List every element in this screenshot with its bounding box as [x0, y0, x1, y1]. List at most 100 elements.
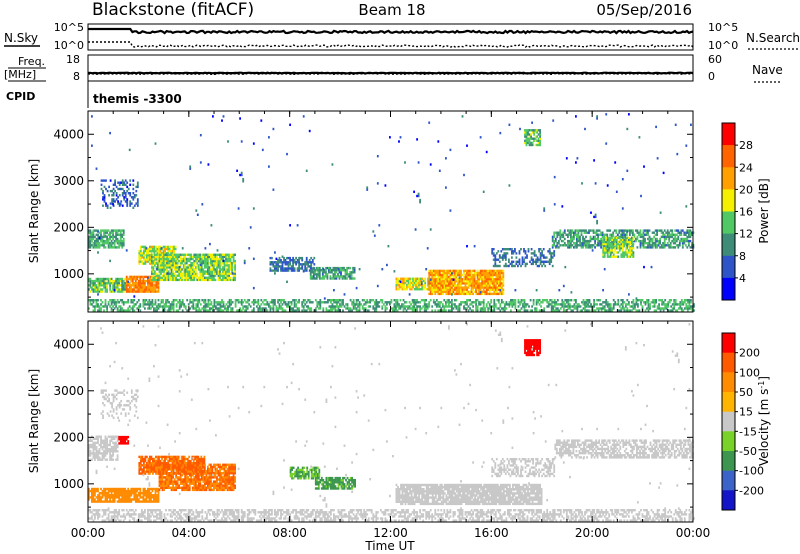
power-cell [181, 272, 184, 275]
power-cell [588, 244, 590, 247]
power-cell [427, 283, 430, 287]
power-cell [485, 284, 488, 287]
power-cell [463, 275, 465, 279]
power-cell [182, 266, 185, 269]
power-cell [612, 236, 615, 239]
power-cell [556, 246, 559, 249]
power-cell [89, 233, 92, 236]
power-cell [228, 299, 231, 302]
power-cell [122, 288, 125, 291]
freq-unit-label: [MHz] [4, 68, 36, 81]
power-cell [524, 256, 527, 259]
power-cell [646, 301, 648, 304]
power-cell [500, 301, 503, 304]
power-cell [505, 303, 508, 306]
power-cell [412, 283, 415, 287]
power-cell [225, 255, 227, 259]
power-cell [207, 262, 209, 265]
power-cell [677, 235, 680, 239]
power-cell [206, 309, 208, 312]
power-cell [552, 119, 555, 122]
power-cell [532, 262, 535, 266]
power-cell [150, 247, 153, 251]
power-cell [308, 269, 311, 272]
power-cell [369, 305, 372, 308]
power-cell [545, 260, 548, 263]
power-cell [446, 292, 449, 296]
power-cell [641, 307, 644, 310]
power-cell [286, 303, 288, 306]
power-cell [513, 301, 515, 304]
power-cell [121, 286, 124, 289]
power-cell [466, 280, 468, 283]
power-cell [343, 275, 345, 278]
power-cell [409, 281, 412, 285]
power-cell [261, 301, 264, 304]
power-cell [541, 254, 544, 257]
power-cell [487, 307, 490, 310]
power-cell [543, 307, 546, 310]
power-cell [500, 292, 503, 296]
power-cell [412, 285, 415, 289]
power-cell [184, 276, 187, 279]
power-cell [331, 299, 334, 302]
power-cell [659, 242, 662, 245]
power-cell [688, 242, 690, 245]
power-cell [548, 250, 551, 253]
power-cell [109, 237, 112, 241]
power-cell [612, 307, 615, 310]
power-cell [119, 235, 122, 239]
power-cell [232, 262, 235, 265]
power-cell [431, 309, 434, 312]
power-cell [491, 275, 494, 279]
power-cell [226, 253, 229, 256]
power-cell [283, 256, 285, 260]
power-cell [416, 299, 419, 302]
power-cell [658, 307, 661, 310]
power-cell [393, 299, 396, 302]
power-cell [305, 263, 308, 266]
power-cell [234, 276, 237, 279]
power-cell [461, 286, 464, 289]
power-cell [127, 187, 130, 191]
power-cell [104, 288, 107, 291]
power-cell [105, 204, 107, 207]
power-cell [337, 268, 340, 271]
power-cell [148, 301, 151, 304]
power-cell [632, 255, 635, 258]
power-cell [361, 299, 364, 302]
power-cell [188, 276, 191, 279]
power-cell [335, 271, 338, 274]
power-cell [493, 292, 496, 296]
power-cell [217, 270, 220, 273]
power-cell [614, 249, 617, 252]
power-cell [681, 229, 684, 232]
power-cell [150, 277, 152, 281]
power-cell [302, 263, 305, 266]
power-cell [464, 301, 467, 304]
power-cell [612, 245, 615, 248]
power-cell [478, 284, 481, 287]
power-cell [125, 282, 128, 285]
power-cell [668, 301, 671, 304]
power-cell [475, 290, 478, 293]
power-cell [122, 231, 125, 234]
power-cell [560, 239, 563, 243]
power-cell [435, 278, 438, 281]
power-cell [229, 278, 232, 282]
power-cell [445, 275, 447, 279]
power-cell [92, 246, 95, 249]
power-cell [467, 269, 470, 273]
power-cell [609, 309, 612, 312]
power-cell [467, 280, 470, 283]
power-cell [647, 229, 649, 232]
power-cell [98, 237, 101, 241]
power-cell [443, 285, 446, 289]
power-cell [126, 198, 129, 201]
power-cell [425, 268, 428, 271]
power-cell [172, 272, 175, 275]
power-cell [533, 139, 536, 142]
power-cell [496, 292, 499, 296]
power-cell [161, 258, 163, 261]
power-cell [363, 303, 366, 306]
